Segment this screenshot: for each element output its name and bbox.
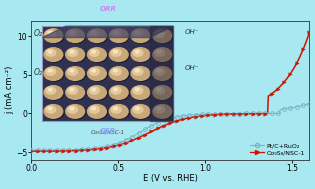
Text: O₂: O₂ — [34, 68, 43, 77]
Y-axis label: j (mA cm⁻²): j (mA cm⁻²) — [6, 66, 14, 114]
Text: OH⁻: OH⁻ — [184, 29, 199, 35]
Legend: Pt/C+RuO₂, Co₉S₈/NSC-1: Pt/C+RuO₂, Co₉S₈/NSC-1 — [249, 142, 306, 157]
Text: Co₉S₈/NSC-1: Co₉S₈/NSC-1 — [91, 129, 125, 134]
Text: OH⁻: OH⁻ — [184, 65, 199, 71]
X-axis label: E (V vs. RHE): E (V vs. RHE) — [143, 174, 198, 184]
Text: O₂: O₂ — [34, 29, 43, 38]
